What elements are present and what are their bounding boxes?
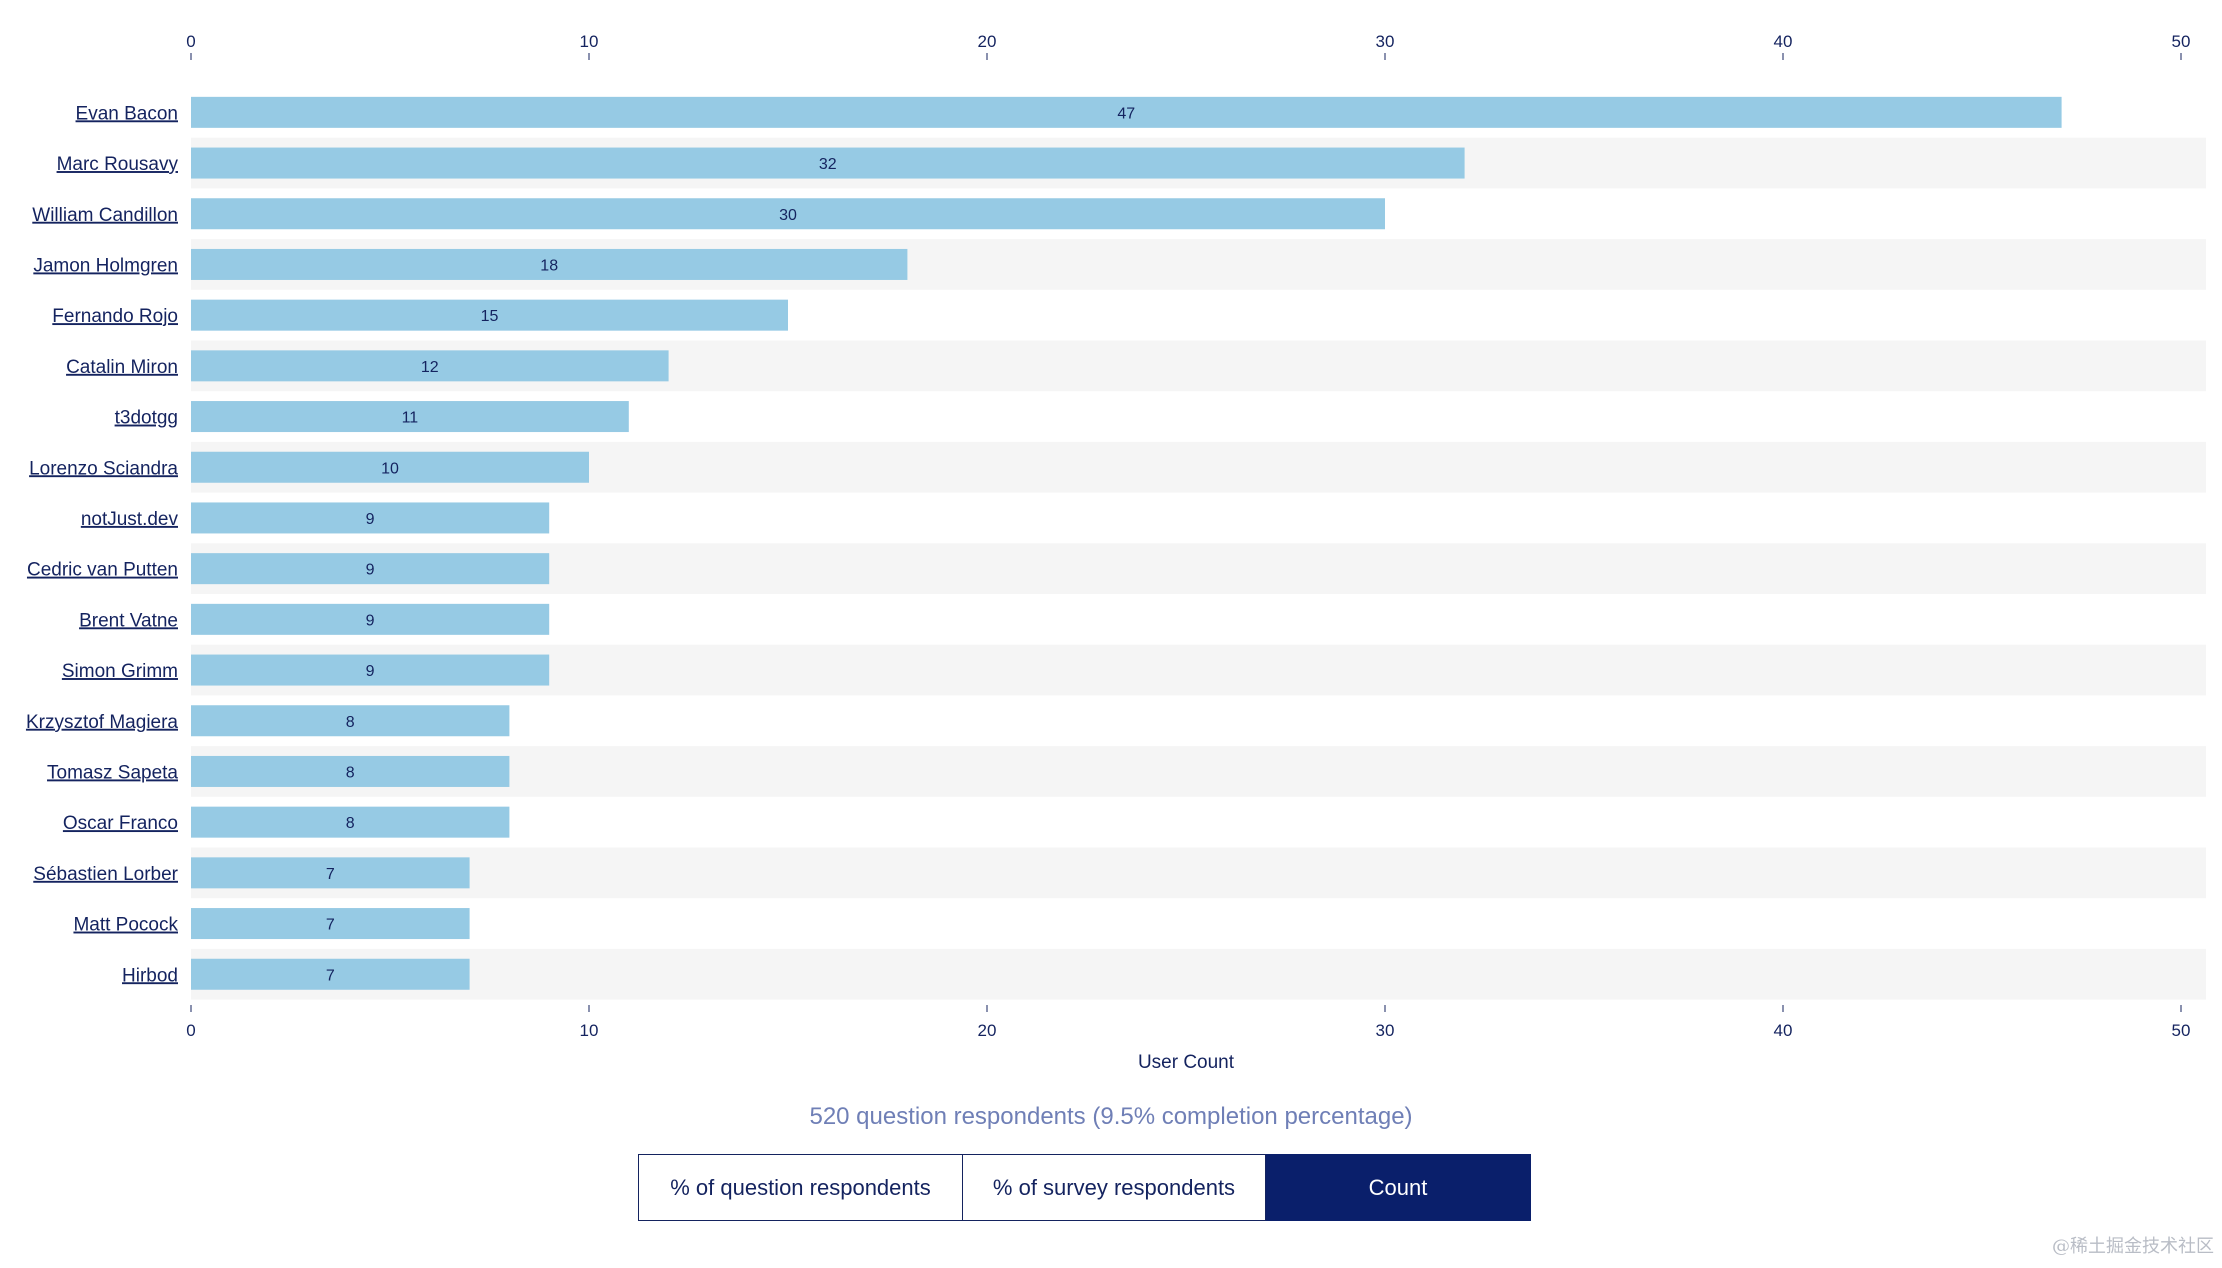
bar-value-label: 11 <box>402 410 419 427</box>
row-band <box>191 746 2206 797</box>
bottom-axis-tick-label: 0 <box>186 1021 195 1040</box>
watermark: @稀土掘金技术社区 <box>2052 1236 2214 1257</box>
category-link[interactable]: Marc Rousavy <box>57 154 179 175</box>
bottom-axis-tick-label: 40 <box>1774 1021 1793 1040</box>
bar[interactable] <box>191 553 550 585</box>
top-axis-tick-label: 30 <box>1376 32 1395 51</box>
category-link[interactable]: Brent Vatne <box>79 610 178 631</box>
top-axis-tick-label: 40 <box>1774 32 1793 51</box>
bar[interactable] <box>191 654 550 686</box>
bar[interactable] <box>191 451 589 483</box>
data-labels: 47 32 30 18 15 12 11 10 9 9 9 9 8 8 8 7 7 7 <box>326 105 1135 984</box>
bar-value-label: 9 <box>366 511 375 528</box>
bar[interactable] <box>191 603 550 635</box>
top-axis-tick-label: 50 <box>2172 32 2191 51</box>
bar-value-label: 7 <box>326 967 335 984</box>
row-band <box>191 847 2206 899</box>
bar[interactable] <box>191 806 510 838</box>
bar[interactable] <box>191 908 470 940</box>
category-link[interactable]: Tomasz Sapeta <box>47 762 178 783</box>
bottom-axis-tick-label: 50 <box>2172 1021 2191 1040</box>
bar-value-label: 9 <box>366 612 375 629</box>
count-button[interactable]: Count <box>1266 1154 1531 1221</box>
category-link[interactable]: Cedric van Putten <box>27 560 178 581</box>
pct-survey-respondents-button[interactable]: % of survey respondents <box>963 1154 1266 1221</box>
bar-value-label: 9 <box>366 663 375 680</box>
bar-value-label: 30 <box>779 207 797 224</box>
category-link[interactable]: Evan Bacon <box>76 103 178 124</box>
category-link[interactable]: t3dotgg <box>115 408 178 429</box>
top-axis: 0 10 20 30 40 50 <box>186 32 2190 60</box>
pct-question-respondents-button[interactable]: % of question respondents <box>638 1154 963 1221</box>
category-link[interactable]: Fernando Rojo <box>52 306 178 327</box>
bar[interactable] <box>191 248 908 280</box>
bar-value-label: 7 <box>326 917 335 934</box>
category-link[interactable]: Jamon Holmgren <box>33 255 178 276</box>
bar-value-label: 8 <box>346 815 355 832</box>
category-link[interactable]: Oscar Franco <box>63 813 178 834</box>
row-band <box>191 948 2206 1000</box>
bar-value-label: 8 <box>346 714 355 731</box>
bar-chart: 47 32 30 18 15 12 11 10 9 9 9 9 8 8 8 7 7 7 Evan Bacon Mar… <box>25 32 2206 1073</box>
bottom-axis-tick-label: 20 <box>978 1021 997 1040</box>
x-axis-title: User Count <box>1138 1052 1235 1073</box>
bar[interactable] <box>191 147 1465 179</box>
bottom-axis-tick-label: 30 <box>1376 1021 1395 1040</box>
bar[interactable] <box>191 299 788 331</box>
category-link[interactable]: Catalin Miron <box>66 357 178 378</box>
bar-value-label: 47 <box>1117 105 1135 122</box>
bar-value-label: 10 <box>381 460 399 477</box>
bar-value-label: 12 <box>421 359 439 376</box>
top-axis-tick-label: 0 <box>186 32 195 51</box>
bar-value-label: 15 <box>481 308 499 325</box>
bar[interactable] <box>191 401 629 433</box>
bar[interactable] <box>191 502 550 534</box>
top-axis-tick-label: 20 <box>978 32 997 51</box>
bar[interactable] <box>191 755 510 787</box>
category-link[interactable]: Sébastien Lorber <box>33 864 178 885</box>
category-link[interactable]: Simon Grimm <box>62 661 178 682</box>
bar-value-label: 8 <box>346 764 355 781</box>
bar-value-label: 9 <box>366 562 375 579</box>
top-axis-tick-label: 10 <box>580 32 599 51</box>
bar[interactable] <box>191 958 470 990</box>
category-link[interactable]: Matt Pocock <box>73 915 178 936</box>
bars <box>191 96 2062 990</box>
respondents-summary: 520 question respondents (9.5% completio… <box>809 1103 1413 1130</box>
category-labels: Evan Bacon Marc Rousavy William Candillon J… <box>26 103 179 986</box>
bar[interactable] <box>191 350 669 382</box>
bar[interactable] <box>191 705 510 737</box>
bar[interactable] <box>191 857 470 889</box>
category-link[interactable]: Lorenzo Sciandra <box>29 458 178 479</box>
category-link[interactable]: Krzysztof Magiera <box>26 712 178 733</box>
unit-toggle-group: % of question respondents % of survey re… <box>638 1154 1531 1221</box>
bottom-axis: 0 10 20 30 40 50 <box>186 1005 2190 1040</box>
category-link[interactable]: Hirbod <box>122 965 178 986</box>
bar-value-label: 7 <box>326 866 335 883</box>
bar[interactable] <box>191 198 1385 230</box>
bar-value-label: 32 <box>819 156 837 173</box>
bottom-axis-tick-label: 10 <box>580 1021 599 1040</box>
bar-value-label: 18 <box>540 257 558 274</box>
category-link[interactable]: notJust.dev <box>81 509 179 530</box>
bar[interactable] <box>191 96 2062 128</box>
category-link[interactable]: William Candillon <box>32 205 178 226</box>
